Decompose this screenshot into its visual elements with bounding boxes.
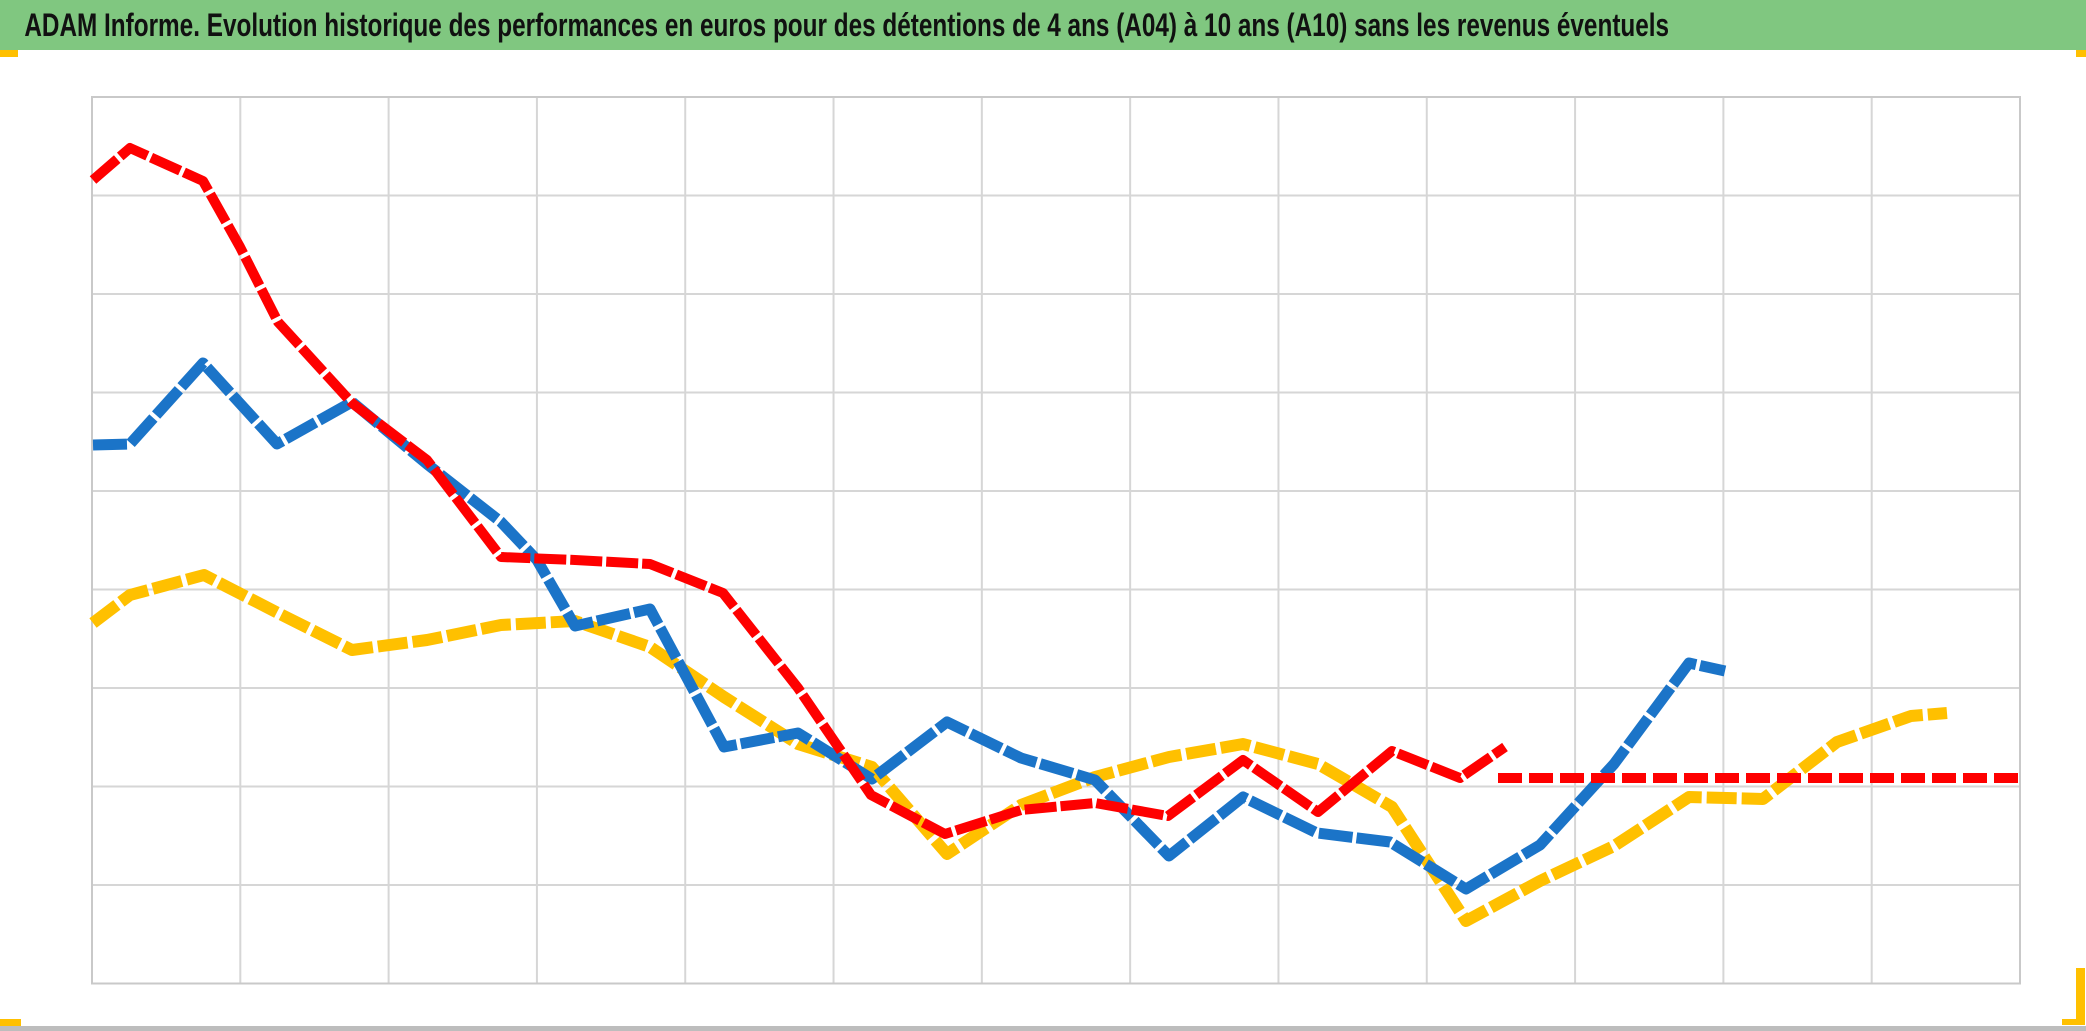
bottom-edge-bar <box>0 1026 2086 1031</box>
accent-top-left <box>0 50 18 57</box>
accent-bottom-right-foot <box>2062 1019 2085 1025</box>
header-bar: ADAM Informe. Evolution historique des p… <box>0 0 2086 50</box>
accent-bottom-right-vertical <box>2076 968 2085 1025</box>
series-yellow <box>89 569 1948 927</box>
series-blue <box>92 357 1727 895</box>
accent-bottom-left <box>0 1019 21 1027</box>
series-red <box>89 143 1508 839</box>
page-title: ADAM Informe. Evolution historique des p… <box>24 6 1670 43</box>
accent-top-right <box>2076 50 2086 57</box>
plot-border <box>91 96 2021 985</box>
